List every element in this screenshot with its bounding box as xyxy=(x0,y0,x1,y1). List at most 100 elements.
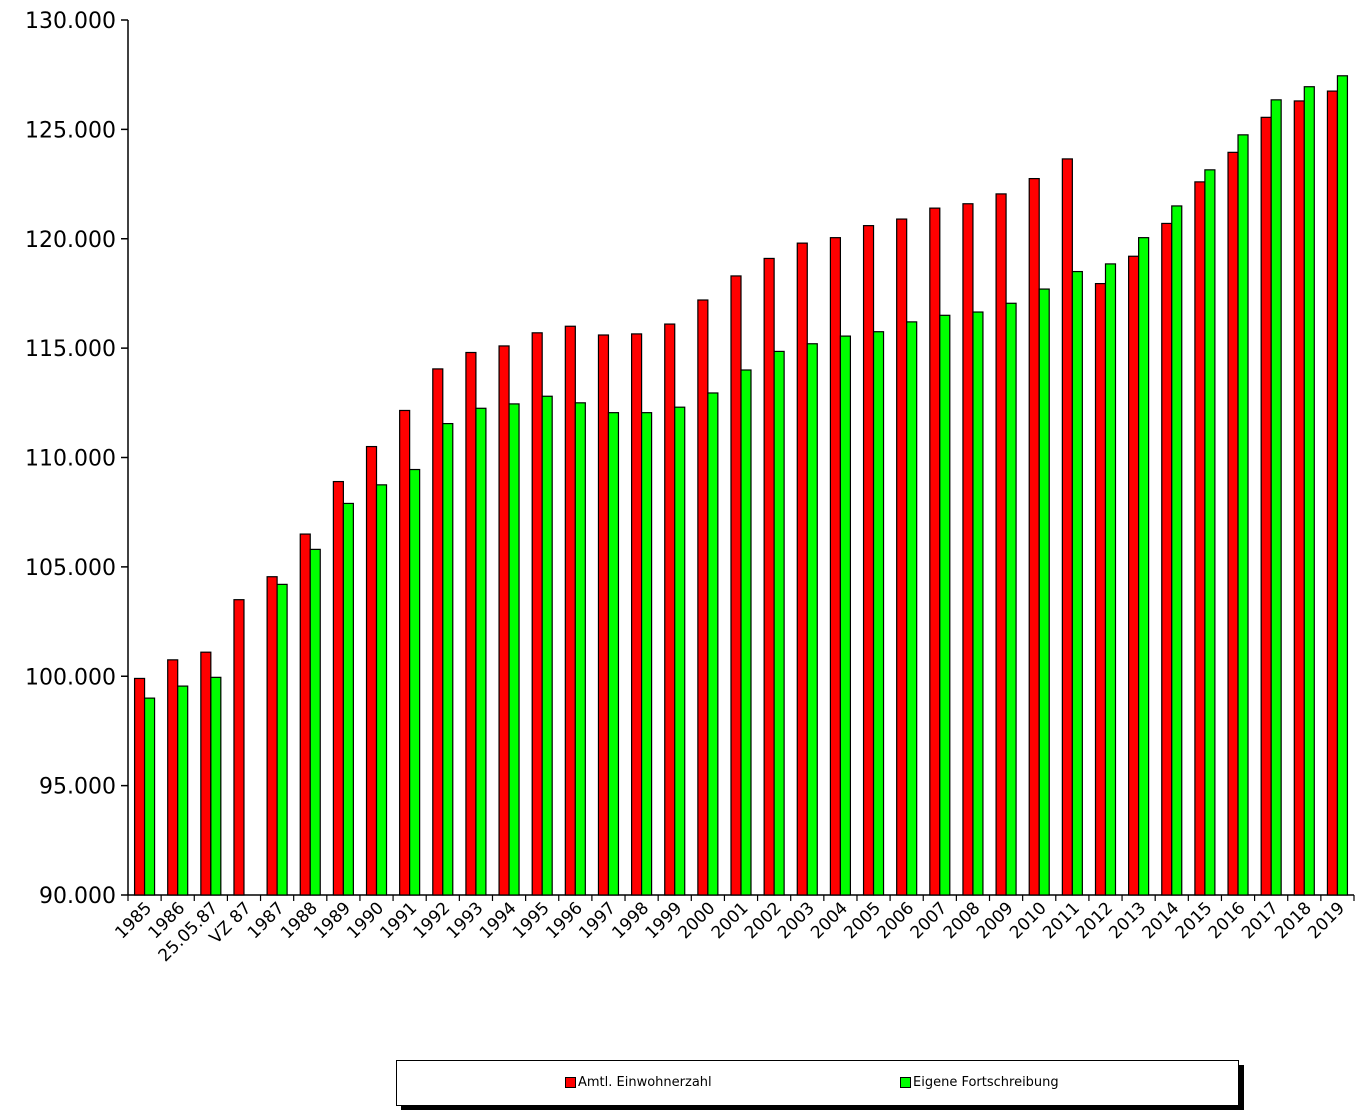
bar-amtl xyxy=(929,207,941,896)
bar-eigene xyxy=(607,412,620,896)
legend-swatch-eigene xyxy=(900,1077,911,1088)
bar-eigene xyxy=(177,685,189,896)
bar-amtl xyxy=(365,445,378,896)
bar-amtl xyxy=(862,225,875,896)
x-tick-label: 1994 xyxy=(476,898,521,943)
bar-eigene xyxy=(939,314,951,896)
bar-amtl xyxy=(1094,282,1107,896)
bar-amtl xyxy=(896,218,908,896)
bar-amtl xyxy=(630,333,643,896)
bar-eigene xyxy=(872,331,885,896)
x-tick-label: 1999 xyxy=(642,898,687,943)
x-tick-label: 2001 xyxy=(708,898,753,943)
x-tick-label: 2014 xyxy=(1139,898,1184,943)
x-tick-label: 1993 xyxy=(443,898,488,943)
bar-amtl xyxy=(399,409,411,896)
x-tick-label: 1997 xyxy=(575,898,620,943)
x-tick-label: 1996 xyxy=(542,898,587,943)
x-tick-label: 2018 xyxy=(1271,898,1316,943)
bar-amtl xyxy=(200,651,212,896)
bar-eigene xyxy=(740,369,752,896)
x-tick-label: 2005 xyxy=(840,898,885,943)
plot-area: 90.000 95.000 100.000 105.000 110.000 115.000… xyxy=(25,9,1355,966)
bar-eigene xyxy=(342,502,354,896)
bar-eigene xyxy=(806,343,818,896)
bar-eigene xyxy=(574,402,586,896)
y-tick-label: 95.000 xyxy=(39,775,116,800)
x-tick-label: 2008 xyxy=(940,898,985,943)
bar-amtl xyxy=(796,242,808,896)
bar-eigene xyxy=(707,392,719,896)
bar-amtl xyxy=(332,480,344,896)
x-tick-label: 2017 xyxy=(1238,898,1283,943)
x-tick-label: 2016 xyxy=(1205,898,1250,943)
x-tick-label: 2004 xyxy=(807,898,852,943)
y-tick-label: 100.000 xyxy=(25,665,116,690)
x-tick-label: 1990 xyxy=(343,898,388,943)
bar-eigene xyxy=(906,321,918,896)
bar-eigene xyxy=(1171,205,1183,896)
bar-eigene xyxy=(1071,270,1083,896)
legend-label-amtl: Amtl. Einwohnerzahl xyxy=(578,1075,712,1090)
bar-eigene xyxy=(1204,169,1216,896)
legend-swatch-amtl xyxy=(565,1077,576,1088)
x-tick-label: 1985 xyxy=(111,898,156,943)
bar-eigene xyxy=(1038,288,1050,896)
bar-eigene xyxy=(1303,86,1315,896)
y-tick-label: 125.000 xyxy=(25,118,116,143)
bar-amtl xyxy=(1293,100,1305,896)
bar-eigene xyxy=(309,548,321,896)
bar-chart: 90.000 95.000 100.000 105.000 110.000 115.000… xyxy=(25,9,1355,966)
x-tick-label: 1988 xyxy=(277,898,322,943)
x-tick-label: 2009 xyxy=(973,898,1018,943)
bar-amtl xyxy=(597,334,610,896)
x-tick-label: 2006 xyxy=(873,898,918,943)
bar-amtl xyxy=(1161,222,1173,896)
bar-amtl xyxy=(829,237,842,896)
bar-amtl xyxy=(299,533,311,896)
bar-eigene xyxy=(210,676,222,896)
bar-eigene xyxy=(972,311,984,896)
bar-amtl xyxy=(664,323,676,896)
bar-eigene xyxy=(1237,134,1249,896)
x-tick-label: 2002 xyxy=(741,898,786,943)
x-tick-label: 2003 xyxy=(774,898,819,943)
bar-eigene xyxy=(1270,99,1282,896)
x-tick-label: 2019 xyxy=(1304,898,1349,943)
y-tick-label: 90.000 xyxy=(39,884,116,909)
bar-amtl xyxy=(432,368,444,896)
bar-amtl xyxy=(465,351,477,896)
bar-eigene xyxy=(541,395,553,896)
bar-eigene xyxy=(409,468,421,896)
legend-item-amtl: Amtl. Einwohnerzahl xyxy=(565,1075,712,1090)
x-tick-label: 2010 xyxy=(1006,898,1051,943)
bar-amtl xyxy=(1227,151,1239,896)
x-tick-label: 1998 xyxy=(608,898,653,943)
x-tick-label: 1991 xyxy=(376,898,421,943)
x-tick-label: 2015 xyxy=(1172,898,1217,943)
bar-eigene xyxy=(375,484,388,896)
bar-amtl xyxy=(697,299,709,896)
bar-eigene xyxy=(674,406,686,896)
y-tick-label: 110.000 xyxy=(25,447,116,472)
legend-item-eigene: Eigene Fortschreibung xyxy=(900,1075,1059,1090)
bar-amtl xyxy=(962,203,974,896)
bar-amtl xyxy=(1194,181,1206,896)
x-tick-label: 1995 xyxy=(509,898,554,943)
bar-amtl xyxy=(266,576,278,896)
bar-eigene xyxy=(442,422,454,896)
y-tick-label: 115.000 xyxy=(25,337,116,362)
bar-eigene xyxy=(276,583,288,896)
bar-amtl xyxy=(133,677,146,896)
x-tick-label: 1987 xyxy=(244,898,289,943)
y-tick-label: 120.000 xyxy=(25,228,116,253)
bar-amtl xyxy=(1128,255,1140,896)
chart-legend: Amtl. Einwohnerzahl Eigene Fortschreibun… xyxy=(396,1060,1239,1106)
x-tick-label: 1992 xyxy=(410,898,455,943)
bar-eigene xyxy=(1104,263,1117,896)
bar-amtl xyxy=(1061,158,1073,896)
x-tick-label: 2012 xyxy=(1072,898,1117,943)
bar-amtl xyxy=(763,257,775,896)
bar-eigene xyxy=(1138,237,1150,896)
bar-eigene xyxy=(773,350,785,896)
